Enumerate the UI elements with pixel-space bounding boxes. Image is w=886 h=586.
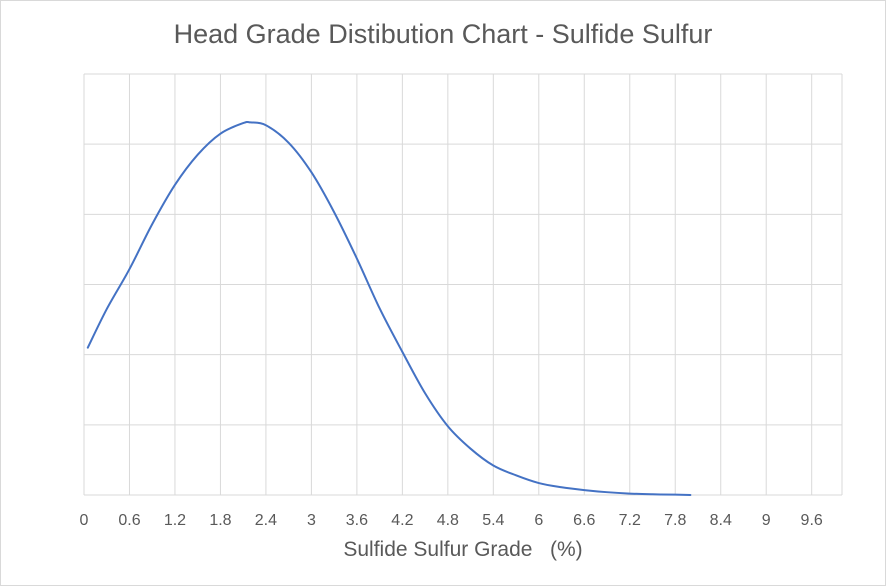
- x-tick-label: 6.6: [573, 512, 595, 529]
- series-line: [86, 120, 692, 496]
- x-tick-label: 1.8: [209, 512, 231, 529]
- x-tick-label: 9.6: [801, 512, 823, 529]
- x-tick-label: 6: [534, 512, 543, 529]
- x-tick-label: 0: [80, 512, 89, 529]
- x-tick-label: 5.4: [482, 512, 504, 529]
- x-tick-label: 4.8: [437, 512, 459, 529]
- x-tick-label: 2.4: [255, 512, 277, 529]
- x-axis-label: Sulfide Sulfur Grade (%): [343, 538, 583, 561]
- x-tick-label: 4.2: [391, 512, 413, 529]
- grid: [83, 73, 843, 496]
- x-tick-label: 7.8: [664, 512, 686, 529]
- x-tick-label: 9: [762, 512, 771, 529]
- x-tick-label: 7.2: [619, 512, 641, 529]
- x-tick-label: 3.6: [346, 512, 368, 529]
- chart-title: Head Grade Distibution Chart - Sulfide S…: [173, 19, 713, 49]
- series-group: [86, 120, 692, 496]
- x-tick-label: 8.4: [710, 512, 732, 529]
- x-ticks: 0 0.6 1.2 1.8 2.4 3 3.6 4.2 4.8 5.4 6 6.6 7.2 7.8 8.4 9…: [80, 512, 823, 529]
- x-tick-label: 1.2: [164, 512, 186, 529]
- x-tick-label: 0.6: [118, 512, 140, 529]
- x-tick-label: 3: [307, 512, 316, 529]
